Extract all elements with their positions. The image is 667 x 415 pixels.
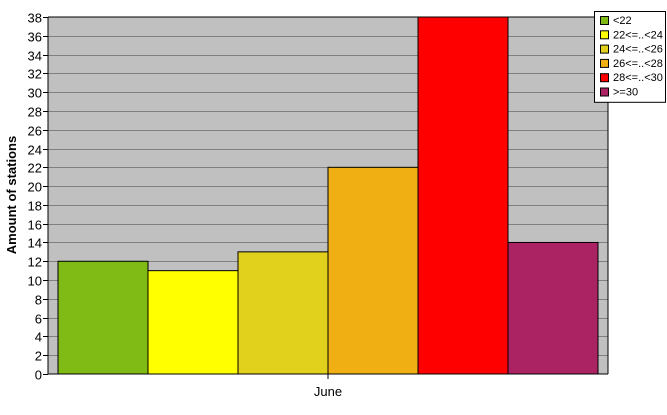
- bar: [147, 270, 239, 375]
- y-tick-label: 38: [28, 11, 42, 26]
- legend-label: 26<=..<28: [613, 58, 663, 70]
- y-tick-label: 6: [35, 312, 42, 327]
- y-tick-label: 30: [28, 86, 42, 101]
- legend-swatch: [600, 44, 609, 54]
- y-tick-label: 22: [28, 161, 42, 176]
- y-tick-label: 4: [35, 330, 42, 345]
- y-tick-label: 34: [28, 49, 42, 64]
- bar: [237, 251, 329, 375]
- legend-swatch: [600, 30, 609, 40]
- legend-label: <22: [613, 15, 632, 27]
- legend-label: 24<=..<26: [613, 44, 663, 56]
- y-tick-label: 8: [35, 293, 42, 308]
- bar: [417, 16, 509, 375]
- legend-swatch: [600, 16, 609, 25]
- y-tick-label: 18: [28, 199, 42, 214]
- y-tick-label: 16: [28, 218, 42, 233]
- bar: [57, 260, 149, 375]
- y-tick-label: 26: [28, 124, 42, 139]
- bar: [327, 166, 419, 375]
- y-tick-label: 2: [35, 349, 42, 364]
- bar: [507, 241, 599, 375]
- legend-swatch: [600, 58, 609, 68]
- y-tick-label: 10: [28, 274, 42, 289]
- y-tick-label: 12: [28, 255, 42, 270]
- y-axis-title: Amount of stations: [4, 136, 19, 254]
- legend-label: 28<=..<30: [613, 72, 663, 84]
- y-tick-label: 32: [28, 67, 42, 82]
- legend-swatch: [600, 73, 609, 83]
- legend: <22 22<=..<24 24<=..<26 26<=..<28 28<=..<30 >…: [594, 11, 666, 103]
- bars: [57, 16, 599, 375]
- y-tick-label: 14: [28, 236, 42, 251]
- y-tick-label: 0: [35, 368, 42, 383]
- y-tick-label: 20: [28, 180, 42, 195]
- x-axis-ticks: June: [314, 374, 342, 399]
- legend-box: [594, 11, 666, 103]
- y-tick-label: 24: [28, 143, 42, 158]
- y-tick-label: 28: [28, 105, 42, 120]
- legend-label: 22<=..<24: [613, 29, 663, 41]
- legend-label: >=30: [613, 87, 638, 99]
- legend-swatch: [600, 87, 609, 97]
- x-tick-label: June: [314, 384, 342, 399]
- y-tick-label: 36: [28, 30, 42, 45]
